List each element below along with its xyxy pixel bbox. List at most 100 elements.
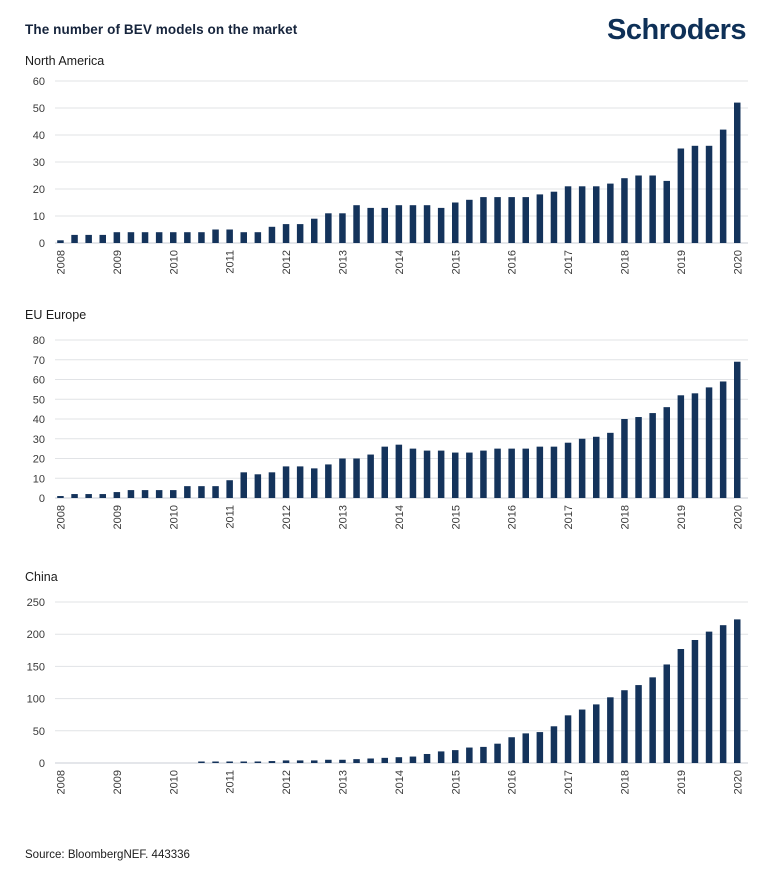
bar [550, 446, 558, 498]
bar [508, 448, 515, 498]
bar [649, 175, 656, 243]
y-tick-label: 80 [33, 335, 45, 347]
bar [564, 186, 572, 243]
x-tick-label: 2011 [225, 770, 237, 794]
bar [311, 218, 318, 243]
y-tick-label: 250 [27, 597, 45, 609]
bar [282, 760, 290, 763]
y-tick-label: 100 [27, 694, 45, 706]
bar [663, 180, 670, 243]
bar [635, 417, 642, 498]
bar [113, 232, 121, 243]
y-tick-label: 200 [27, 629, 45, 641]
bar [212, 486, 219, 498]
x-tick-label: 2012 [281, 505, 293, 529]
bar [395, 757, 403, 763]
x-tick-label: 2012 [281, 770, 293, 794]
x-tick-label: 2019 [676, 770, 688, 794]
bar [705, 145, 713, 243]
source-note: Source: BloombergNEF. 443336 [25, 849, 190, 861]
bar [536, 446, 544, 498]
page-title: The number of BEV models on the market [25, 22, 298, 37]
chart-title-china: China [25, 570, 58, 584]
bar [734, 102, 741, 243]
bar [508, 197, 515, 243]
bar [268, 226, 276, 243]
x-tick-label: 2008 [55, 770, 67, 794]
bar [198, 486, 205, 498]
bar [677, 148, 685, 243]
bar [339, 458, 346, 498]
bar [480, 450, 487, 498]
x-tick-label: 2013 [337, 505, 349, 529]
bar [452, 452, 459, 498]
x-tick-label: 2011 [225, 250, 237, 274]
chart-title-eu-europe: EU Europe [25, 308, 87, 322]
bar [437, 751, 445, 763]
x-tick-label: 2013 [337, 770, 349, 794]
y-tick-label: 50 [33, 103, 45, 115]
bar [282, 466, 290, 498]
bar [719, 625, 727, 763]
bar [395, 444, 403, 498]
bar [127, 490, 135, 498]
y-tick-label: 50 [33, 394, 45, 406]
bar [734, 361, 741, 498]
bar [536, 732, 544, 763]
x-tick-label: 2009 [112, 505, 124, 529]
bar [155, 490, 163, 498]
bar [141, 232, 149, 243]
bar [663, 664, 670, 763]
bar [155, 232, 163, 243]
bar [466, 199, 473, 243]
bar [734, 619, 741, 763]
bar [607, 183, 614, 243]
bar [550, 191, 558, 243]
bar [254, 232, 262, 243]
bar [198, 761, 205, 763]
bar [494, 743, 501, 763]
bar [550, 726, 558, 763]
bar [423, 450, 431, 498]
bar [85, 494, 92, 498]
bar [240, 472, 247, 498]
bar [339, 213, 346, 243]
bar [268, 761, 276, 763]
bar [184, 232, 191, 243]
bar [113, 492, 121, 498]
bar [367, 758, 374, 763]
y-tick-label: 70 [33, 355, 45, 367]
bar [677, 649, 685, 763]
y-tick-label: 10 [33, 473, 45, 485]
x-tick-label: 2014 [394, 250, 406, 274]
x-tick-label: 2019 [676, 505, 688, 529]
header: The number of BEV models on the market S… [0, 0, 770, 45]
chart-section-eu-europe: EU Europe 0 10 20 30 40 50 60 70 80 2008 2009 2010 2… [0, 308, 770, 540]
x-tick-label: 2018 [619, 770, 631, 794]
bar [325, 464, 332, 498]
x-tick-label: 2016 [507, 250, 519, 274]
bar [466, 747, 473, 763]
schroders-logo: Schroders [607, 14, 746, 46]
bar [325, 213, 332, 243]
y-tick-label: 0 [39, 758, 45, 770]
bar [705, 387, 713, 498]
bar [325, 759, 332, 763]
x-tick-label: 2018 [619, 250, 631, 274]
bar [212, 761, 219, 763]
bar [480, 197, 487, 243]
bar [226, 229, 233, 243]
bar [99, 494, 106, 498]
bar [381, 207, 388, 243]
x-tick-label: 2015 [450, 250, 462, 274]
bar [198, 232, 205, 243]
x-tick-label: 2012 [281, 250, 293, 274]
x-tick-label: 2011 [225, 505, 237, 529]
bar [437, 450, 445, 498]
x-tick-label: 2015 [450, 505, 462, 529]
bar [480, 746, 487, 763]
bar [85, 234, 92, 243]
bar [522, 197, 529, 243]
y-tick-label: 40 [33, 414, 45, 426]
